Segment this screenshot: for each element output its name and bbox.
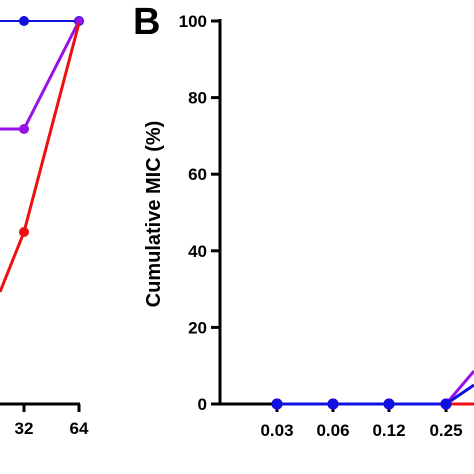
panel-a-x-tick-label: 32 [15, 419, 34, 438]
panel-a-series-red-point [19, 227, 29, 237]
panel-b-y-axis-title: Cumulative MIC (%) [143, 121, 165, 308]
panel-b-series-point [440, 398, 452, 410]
panel-letter-b: B [133, 1, 160, 43]
panel-b: B Cumulative MIC (%) 0 20 40 60 80 100 0.03 0.0… [133, 1, 474, 440]
panel-b-axes: 0 20 40 60 80 100 0.03 0.06 0.12 0.25 [179, 12, 474, 440]
panel-b-y-tick-label: 80 [188, 89, 207, 108]
panel-a-series-purple-point [75, 17, 83, 25]
panel-b-y-tick-label: 20 [188, 318, 207, 337]
panel-b-y-tick-label: 60 [188, 165, 207, 184]
panel-a-series-blue-point [19, 16, 29, 26]
panel-b-x-tick-label: 0.12 [372, 421, 405, 440]
panel-b-series [271, 370, 474, 410]
panel-a-series-red-line [0, 22, 81, 293]
panel-b-x-tick-label: 0.03 [260, 421, 293, 440]
panel-b-x-tick-label: 0.06 [316, 421, 349, 440]
panel-b-series-point [271, 398, 283, 410]
panel-a-series-purple-line [0, 20, 81, 131]
panel-a: 32 64 [0, 16, 89, 438]
panel-b-x-tick-label: 0.25 [429, 421, 462, 440]
panel-b-series-point [383, 398, 395, 410]
panel-a-series-purple-point [19, 124, 29, 134]
panel-b-y-tick-label: 40 [188, 242, 207, 261]
panel-b-series-purple-line [444, 370, 474, 405]
panel-b-y-tick-label: 0 [198, 395, 207, 414]
panel-a-x-tick-label: 64 [70, 419, 89, 438]
panel-b-y-tick-label: 100 [179, 12, 207, 31]
panel-b-series-point [327, 398, 339, 410]
panel-b-series-blue-line [445, 383, 474, 406]
